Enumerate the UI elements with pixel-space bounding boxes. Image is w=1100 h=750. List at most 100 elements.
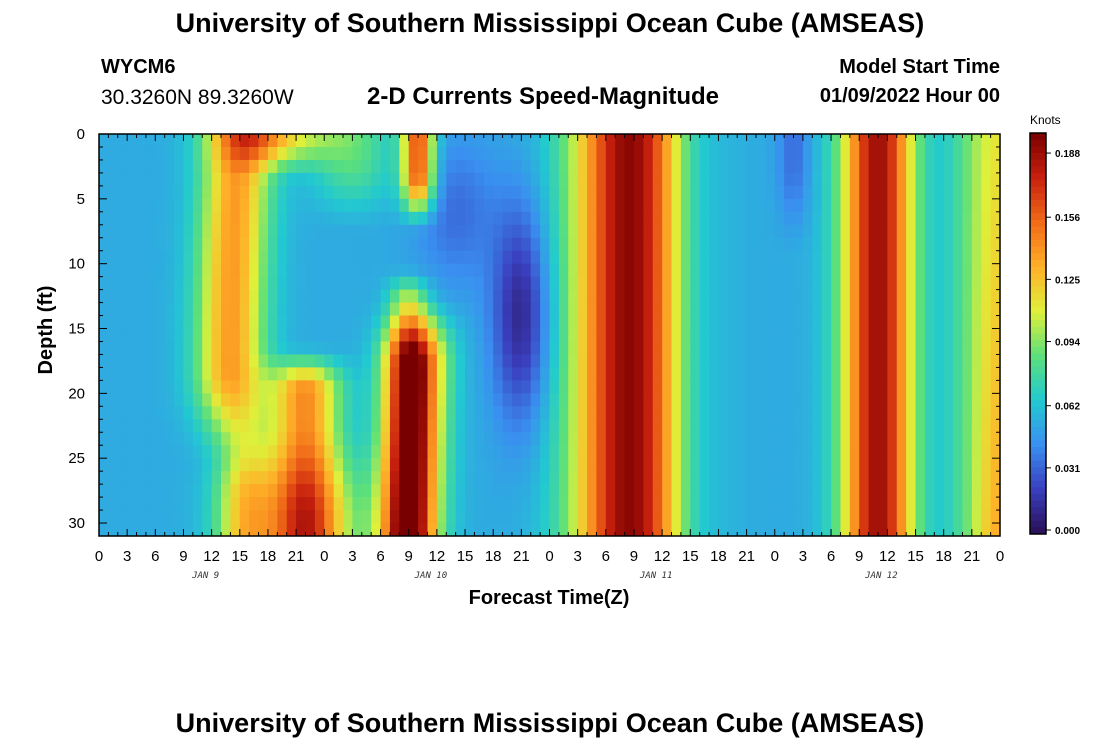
heatmap-cell [718,458,729,472]
heatmap-cell [765,341,776,356]
heatmap-cell [662,263,673,278]
heatmap-cell [305,185,316,200]
heatmap-cell [765,159,776,174]
heatmap-cell [887,471,898,485]
heatmap-cell [821,341,832,356]
heatmap-cell [784,237,795,252]
heatmap-cell [277,134,288,148]
colorbar-swatch [1030,527,1046,535]
heatmap-cell [145,211,156,226]
heatmap-cell [765,198,776,213]
heatmap-cell [474,237,485,252]
heatmap-cell [558,380,569,394]
heatmap-cell [718,134,729,148]
heatmap-cell [427,302,438,317]
heatmap-cell [164,445,175,459]
heatmap-cell [249,484,260,498]
heatmap-cell [239,211,250,226]
heatmap-cell [530,354,541,369]
heatmap-cell [915,224,926,239]
heatmap-cell [493,134,504,148]
heatmap-cell [221,523,231,536]
heatmap-cell [868,185,879,200]
heatmap-cell [399,471,410,485]
heatmap-cell [221,471,231,485]
heatmap-cell [305,393,316,407]
colorbar-swatch [1030,153,1046,161]
heatmap-cell [117,328,128,343]
heatmap-cell [296,302,307,317]
heatmap-cell [596,134,607,148]
heatmap-cell [737,341,748,356]
heatmap-cell [680,146,691,161]
heatmap-cell [436,237,447,252]
heatmap-cell [483,302,494,317]
heatmap-cell [296,484,307,498]
heatmap-cell [962,185,973,200]
heatmap-cell [418,276,429,291]
heatmap-cell [971,419,982,433]
heatmap-cell [568,289,579,304]
heatmap-cell [399,458,410,472]
heatmap-cell [145,445,156,459]
heatmap-cell [906,432,917,446]
heatmap-cell [737,172,748,187]
heatmap-cell [183,432,194,446]
heatmap-cell [849,146,860,161]
heatmap-cell [540,224,551,239]
heatmap-cell [859,211,870,226]
heatmap-cell [624,250,635,265]
heatmap-cell [615,341,626,356]
heatmap-cell [192,237,203,252]
heatmap-cell [709,224,720,239]
heatmap-cell [709,458,720,472]
chart-title: University of Southern Mississippi Ocean… [175,8,925,38]
x-tick-label: 3 [573,548,581,565]
heatmap-cell [755,146,766,161]
heatmap-cell [380,302,391,317]
heatmap-cell [493,315,504,330]
heatmap-cell [108,134,119,148]
heatmap-cell [671,419,682,433]
heatmap-cell [990,471,1000,485]
heatmap-cell [267,406,278,420]
heatmap-cell [868,302,879,317]
heatmap-cell [286,250,297,265]
heatmap-cell [652,367,663,381]
heatmap-cell [99,224,109,239]
heatmap-cell [840,302,851,317]
heatmap-cell [145,432,156,446]
heatmap-cell [465,250,476,265]
heatmap-cell [624,237,635,252]
heatmap-cell [821,380,832,394]
heatmap-cell [699,276,710,291]
heatmap-cell [540,185,551,200]
heatmap-cell [249,380,260,394]
heatmap-cell [737,458,748,472]
heatmap-cell [249,523,260,536]
heatmap-cell [192,159,203,174]
heatmap-cell [239,471,250,485]
heatmap-cell [540,445,551,459]
heatmap-cell [249,471,260,485]
heatmap-cell [709,198,720,213]
heatmap-cell [258,250,269,265]
heatmap-cell [155,471,166,485]
heatmap-cell [399,198,410,213]
heatmap-cell [924,185,935,200]
heatmap-cell [699,432,710,446]
heatmap-cell [981,510,992,524]
heatmap-cell [267,289,278,304]
heatmap-cell [230,354,241,369]
heatmap-cell [699,406,710,420]
heatmap-cell [99,510,109,524]
heatmap-cell [633,146,644,161]
heatmap-cell [446,458,457,472]
heatmap-cell [906,224,917,239]
heatmap-cell [305,328,316,343]
heatmap-cell [568,445,579,459]
heatmap-cell [239,341,250,356]
heatmap-cell [427,458,438,472]
heatmap-cell [962,510,973,524]
heatmap-cell [774,471,785,485]
